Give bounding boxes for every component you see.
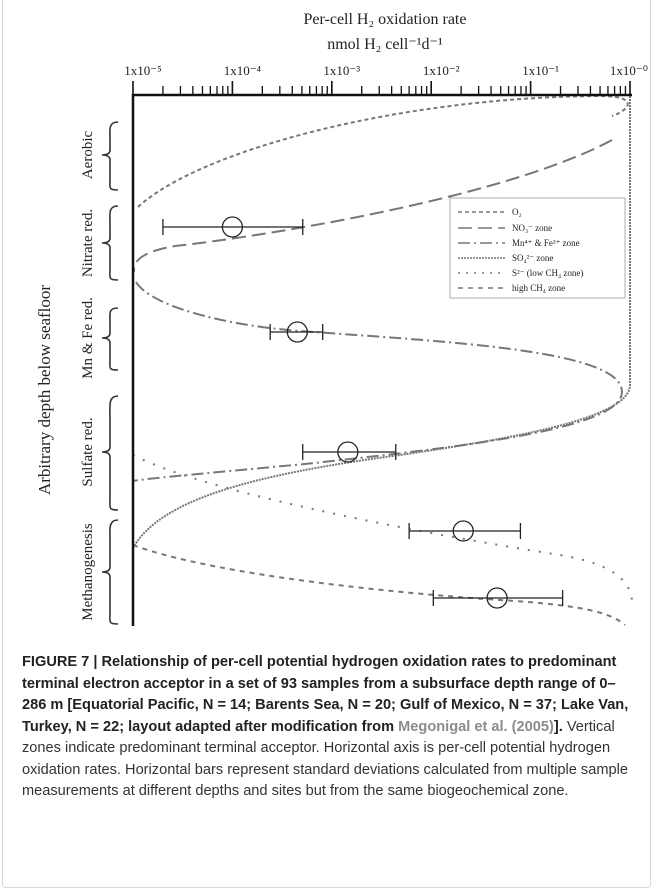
zone-label: Nitrate red. <box>80 209 96 277</box>
zone-label: Methanogenesis <box>80 523 96 621</box>
caption-link[interactable]: Megonigal et al. (2005) <box>398 718 554 735</box>
zone-label: Mn & Fe red. <box>80 297 96 379</box>
caption-body: Vertical zones indicate predominant term… <box>22 718 628 800</box>
chart: Per-cell H₂ oxidation rate nmol H₂ cell⁻… <box>35 11 648 626</box>
caption-title-end: ]. <box>553 718 563 735</box>
mean-marker <box>221 216 244 238</box>
legend-label: O₂ <box>512 207 522 217</box>
x-tick-label: 1x10⁻² <box>423 63 460 78</box>
legend-label: NO₃⁻ zone <box>512 223 552 233</box>
mean-marker <box>452 520 474 542</box>
ch4-curve <box>132 544 626 626</box>
zone-label: Aerobic <box>80 131 96 180</box>
s2-curve <box>132 454 633 601</box>
brace <box>101 519 119 625</box>
x-tick-label: 1x10⁻¹ <box>522 63 559 78</box>
chart-title: Per-cell H₂ oxidation rate <box>304 11 467 28</box>
mean-marker <box>286 321 308 343</box>
zone-label: Sulfate red. <box>80 417 96 486</box>
brace <box>101 205 119 281</box>
legend: O₂ NO₃⁻ zone Mn⁴⁺ & Fe³⁺ zone SO₄²⁻ zone… <box>449 197 626 299</box>
brace <box>101 395 119 511</box>
legend-box <box>449 197 626 299</box>
brace <box>101 307 119 371</box>
x-tick-label: 1x10⁻⁰ <box>610 63 648 78</box>
mnfe-curve <box>132 281 624 482</box>
brace <box>101 121 119 191</box>
mean-marker <box>486 587 508 609</box>
o2-curve <box>137 94 629 208</box>
chart-subtitle: nmol H₂ cell⁻¹d⁻¹ <box>327 36 443 53</box>
zone-braces <box>101 121 119 625</box>
so4-curve <box>132 96 631 549</box>
no3-curve <box>132 139 613 273</box>
legend-label: S²⁻ (low CH₄ zone) <box>512 268 583 278</box>
mean-marker <box>337 441 359 463</box>
legend-label: high CH₄ zone <box>512 283 565 293</box>
x-tick-label: 1x10⁻⁵ <box>124 63 161 78</box>
y-axis-label: Arbitrary depth below seafloor <box>35 285 54 495</box>
x-tick-label: 1x10⁻⁴ <box>224 63 262 78</box>
caption-label: FIGURE 7 | <box>22 654 102 670</box>
curves <box>132 94 633 626</box>
caption: FIGURE 7 | Relationship of per-cell pote… <box>22 652 638 803</box>
x-tick-label: 1x10⁻³ <box>323 63 360 78</box>
caption-title: Relationship of per-cell potential hydro… <box>22 654 629 735</box>
legend-label: Mn⁴⁺ & Fe³⁺ zone <box>512 238 580 248</box>
legend-label: SO₄²⁻ zone <box>512 253 553 263</box>
